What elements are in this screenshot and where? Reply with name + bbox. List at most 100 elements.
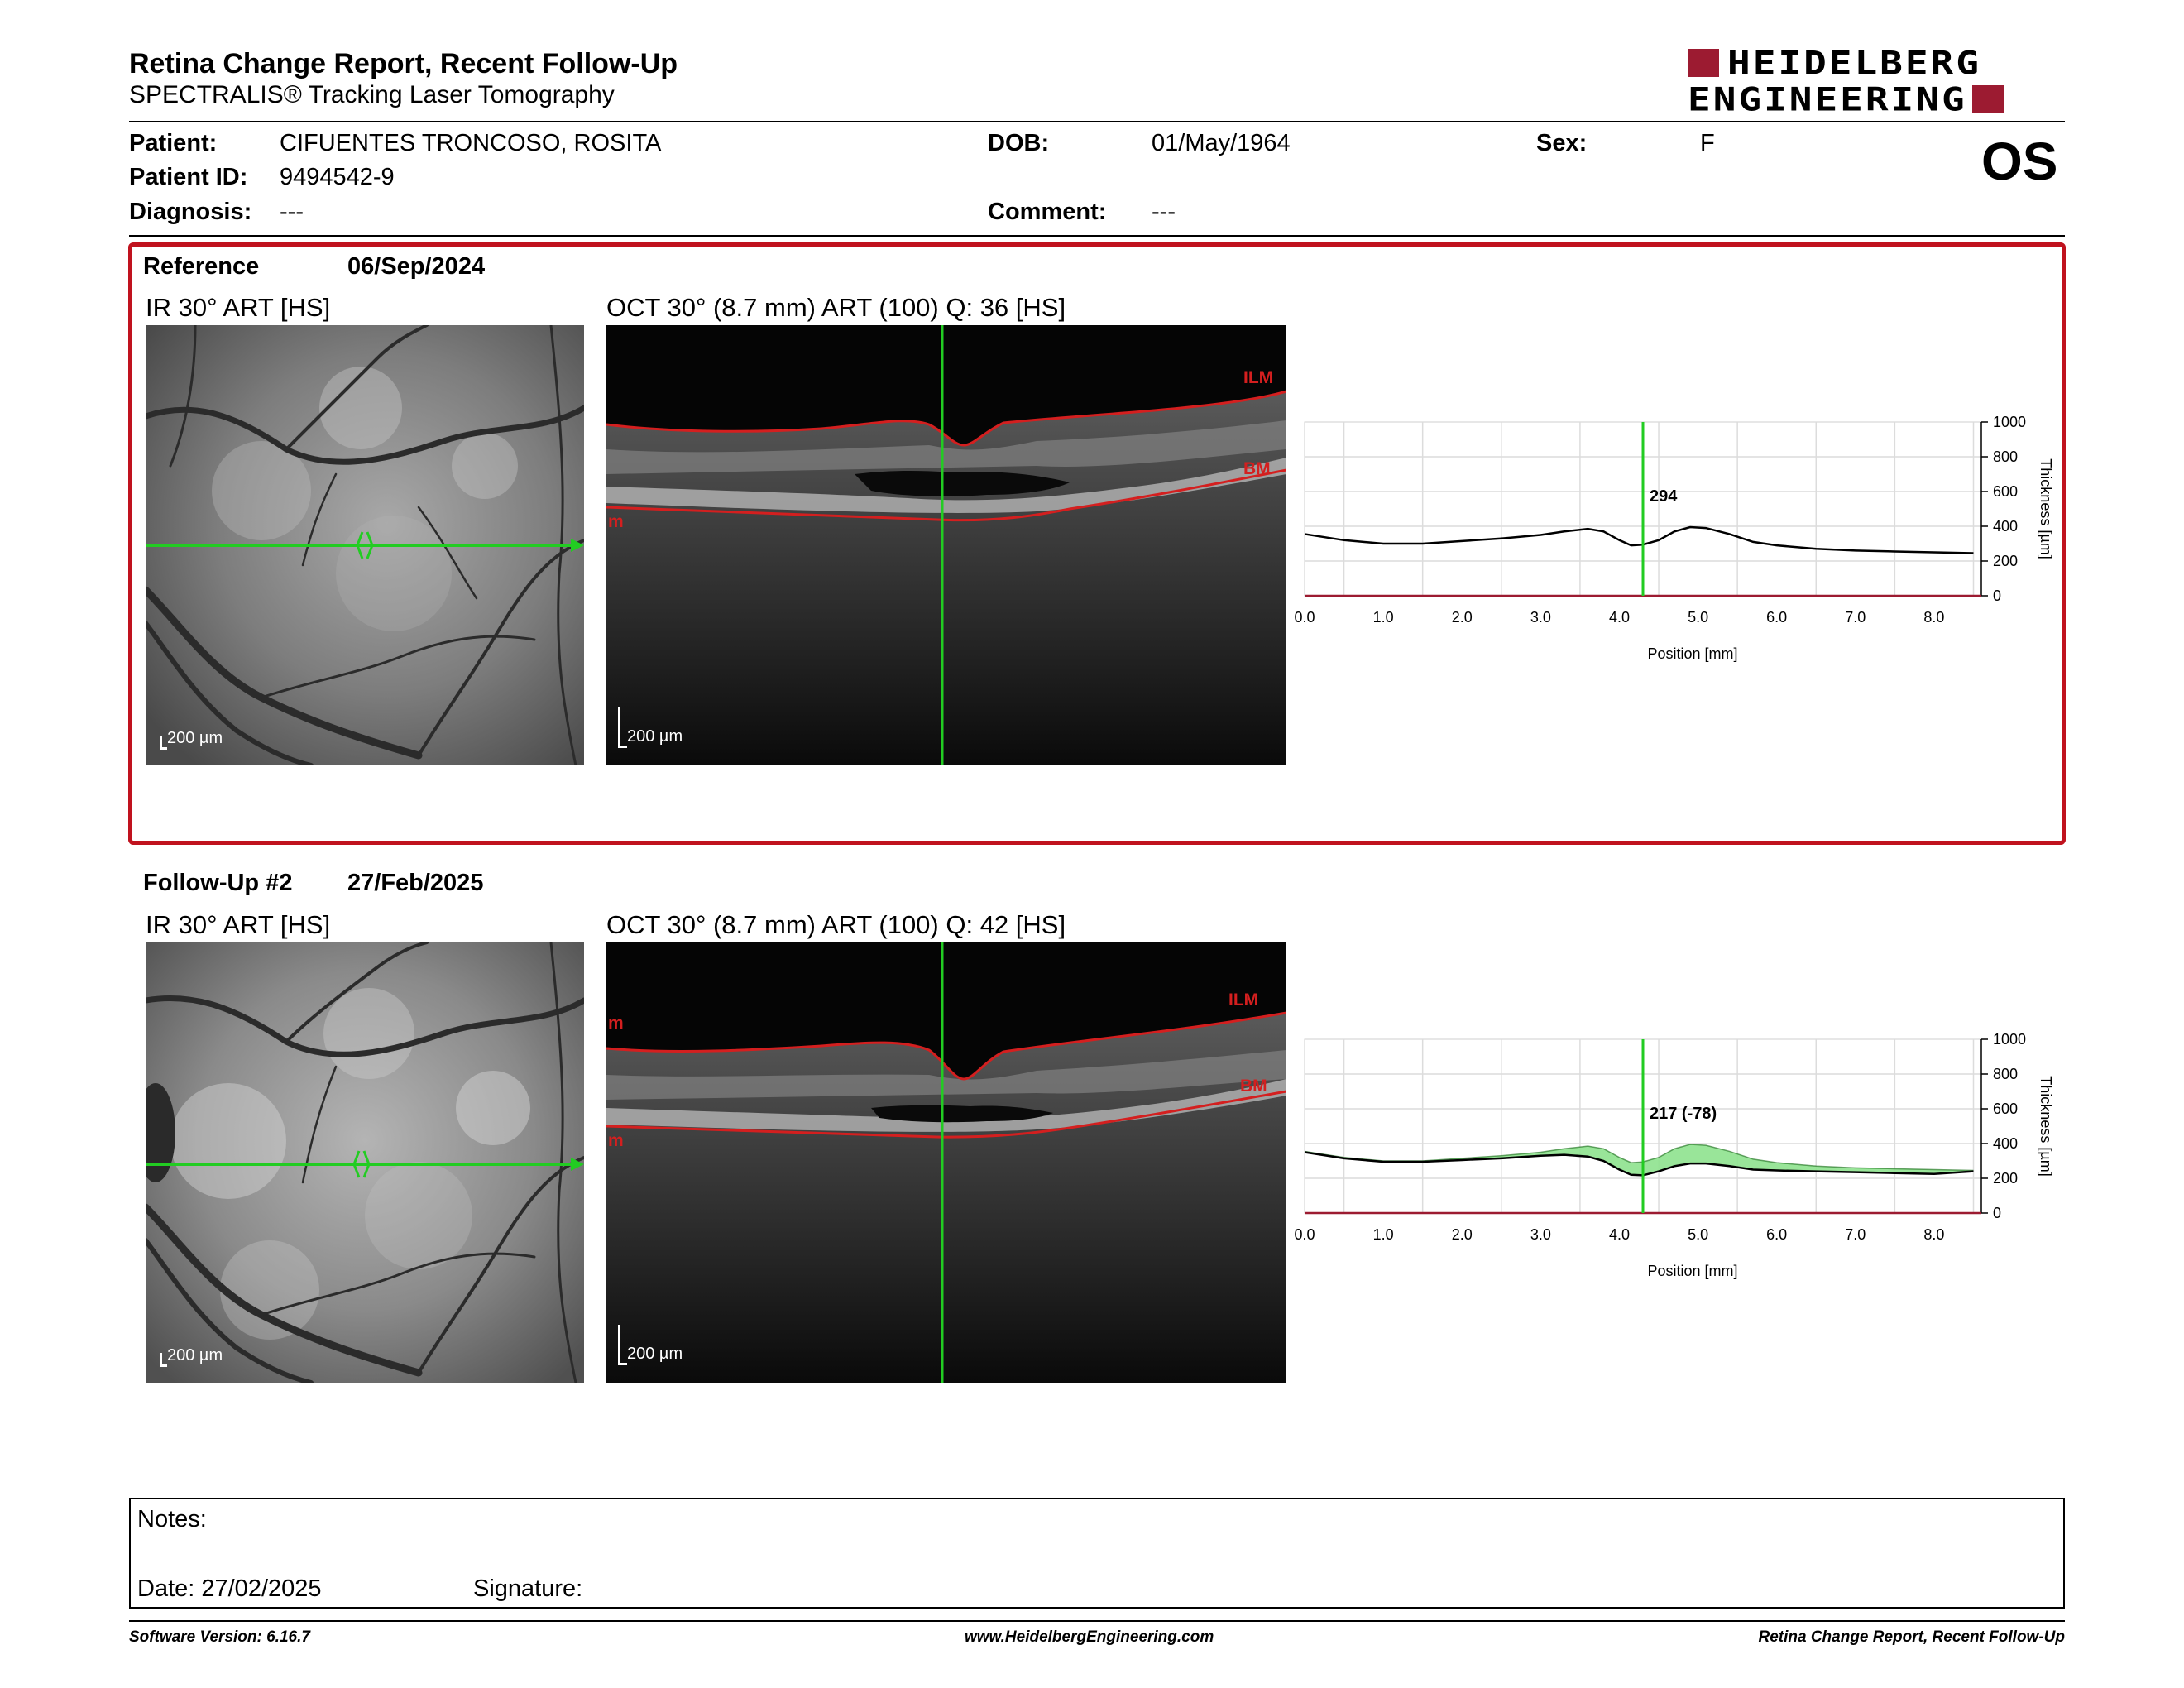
y-axis-label: Thickness [µm] (2038, 458, 2054, 559)
y-tick-label: 600 (1993, 483, 2018, 500)
ilm-label: ILM (1228, 990, 1259, 1009)
logo-square-icon (1971, 85, 2004, 113)
scale-label: 200 µm (167, 1346, 223, 1364)
reference-label: Reference (143, 253, 260, 280)
y-axis-label: Thickness [µm] (2038, 1076, 2054, 1176)
x-tick-label: 5.0 (1688, 1226, 1708, 1243)
sex-label: Sex: (1536, 130, 1588, 156)
x-tick-label: 0.0 (1294, 609, 1315, 626)
patient-label: Patient: (129, 130, 218, 156)
x-tick-label: 0.0 (1294, 1226, 1315, 1243)
notes-box[interactable]: Notes: Date: 27/02/2025 Signature: (129, 1498, 2065, 1609)
footer-divider (129, 1620, 2065, 1622)
report-subtitle: SPECTRALIS® Tracking Laser Tomography (129, 81, 615, 108)
followup-label: Follow-Up #2 (143, 870, 293, 896)
y-tick-label: 800 (1993, 448, 2018, 465)
oct-bscan-image[interactable]: ILM BM m 200 µm (606, 325, 1286, 765)
thickness-change-area (1305, 1144, 1974, 1176)
y-tick-label: 800 (1993, 1066, 2018, 1082)
y-tick-label: 200 (1993, 1170, 2018, 1187)
footer-report-name: Retina Change Report, Recent Follow-Up (1758, 1628, 2065, 1646)
diagnosis-value: --- (280, 199, 304, 225)
y-tick-label: 0 (1993, 587, 2001, 604)
y-tick-label: 0 (1993, 1205, 2001, 1221)
logo-square-icon (1688, 49, 1719, 77)
scale-label: 200 µm (167, 729, 223, 747)
x-tick-label: 4.0 (1609, 1226, 1630, 1243)
comment-value: --- (1152, 199, 1176, 225)
x-tick-label: 2.0 (1452, 1226, 1473, 1243)
x-tick-label: 3.0 (1530, 609, 1551, 626)
oct-caption: OCT 30° (8.7 mm) ART (100) Q: 42 [HS] (606, 910, 1066, 939)
x-tick-label: 6.0 (1766, 609, 1787, 626)
y-tick-label: 1000 (1993, 414, 2026, 430)
x-tick-label: 5.0 (1688, 609, 1708, 626)
bm-label: BM (1240, 1077, 1267, 1096)
layer-edge-label: m (608, 1014, 624, 1033)
x-tick-label: 3.0 (1530, 1226, 1551, 1243)
ir-fundus-image[interactable]: 200 µm (146, 942, 584, 1383)
ir-fundus-image[interactable]: 200 µm (146, 325, 584, 765)
scale-bar (618, 1325, 627, 1365)
bm-label: BM (1243, 459, 1271, 478)
logo-text-line1: HEIDELBERG (1727, 44, 1981, 82)
layer-edge-label: m (608, 512, 624, 531)
cursor-thickness-value: 294 (1650, 487, 1678, 506)
reference-section-frame (128, 242, 2066, 845)
fundus-drawing (146, 325, 584, 765)
followup-date: 27/Feb/2025 (347, 870, 484, 896)
x-tick-label: 2.0 (1452, 609, 1473, 626)
eye-indicator: OS (1981, 132, 2058, 191)
header-divider (129, 121, 2065, 122)
reference-date: 06/Sep/2024 (347, 253, 486, 280)
oct-drawing (606, 942, 1286, 1383)
oct-bscan-image[interactable]: ILM BM m m 200 µm (606, 942, 1286, 1383)
scale-bar (160, 1353, 167, 1367)
cursor-thickness-value: 217 (-78) (1650, 1105, 1717, 1123)
scale-label: 200 µm (627, 1345, 683, 1363)
logo-text-line2: ENGINEERING (1688, 80, 1967, 118)
website-link[interactable]: www.HeidelbergEngineering.com (965, 1628, 1214, 1646)
y-tick-label: 200 (1993, 553, 2018, 569)
comment-label: Comment: (988, 199, 1107, 225)
x-tick-label: 7.0 (1845, 1226, 1866, 1243)
y-tick-label: 400 (1993, 1135, 2018, 1152)
diagnosis-label: Diagnosis: (129, 199, 252, 225)
y-tick-label: 1000 (1993, 1031, 2026, 1048)
oct-drawing (606, 325, 1286, 765)
thickness-change-chart: 0 200 400 600 800 1000 0.0 1.0 2.0 3.0 4.0 5.0 6.0 7.… (1294, 1031, 2054, 1279)
ilm-label: ILM (1243, 368, 1274, 387)
x-tick-label: 6.0 (1766, 1226, 1787, 1243)
software-version: Software Version: 6.16.7 (129, 1628, 310, 1646)
dob-value: 01/May/1964 (1152, 130, 1291, 156)
patient-name: CIFUENTES TRONCOSO, ROSITA (280, 130, 662, 156)
scale-bar (160, 736, 167, 750)
x-tick-label: 7.0 (1845, 609, 1866, 626)
patient-id-label: Patient ID: (129, 164, 248, 190)
ir-caption: IR 30° ART [HS] (146, 910, 331, 939)
notes-label: Notes: (137, 1506, 207, 1532)
date-label: Date: 27/02/2025 (137, 1575, 322, 1602)
dob-label: DOB: (988, 130, 1050, 156)
ir-caption: IR 30° ART [HS] (146, 293, 331, 322)
scale-bar (618, 707, 627, 748)
patient-divider (129, 235, 2065, 237)
x-tick-label: 1.0 (1373, 609, 1394, 626)
fundus-drawing (146, 942, 584, 1383)
x-tick-label: 8.0 (1923, 609, 1944, 626)
layer-edge-label: m (608, 1131, 624, 1150)
report-title: Retina Change Report, Recent Follow-Up (129, 48, 678, 79)
oct-caption: OCT 30° (8.7 mm) ART (100) Q: 36 [HS] (606, 293, 1066, 322)
y-tick-label: 400 (1993, 518, 2018, 535)
x-tick-label: 4.0 (1609, 609, 1630, 626)
sex-value: F (1700, 130, 1715, 156)
x-axis-label: Position [mm] (1647, 645, 1737, 662)
scale-label: 200 µm (627, 727, 683, 746)
x-axis-label: Position [mm] (1647, 1263, 1737, 1279)
signature-label: Signature: (473, 1575, 583, 1602)
x-tick-label: 8.0 (1923, 1226, 1944, 1243)
thickness-profile-chart: 0 200 400 600 800 1000 0.0 1.0 2.0 3.0 4.0 5.0 6.0 7.… (1294, 414, 2054, 662)
y-tick-label: 600 (1993, 1101, 2018, 1117)
x-tick-label: 1.0 (1373, 1226, 1394, 1243)
patient-id-value: 9494542-9 (280, 164, 395, 190)
